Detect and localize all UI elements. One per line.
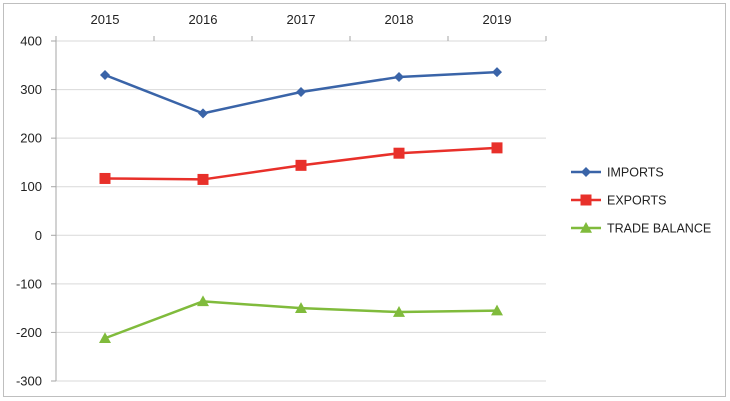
legend-label-exports: EXPORTS (607, 194, 667, 208)
gridlines (56, 40, 546, 382)
y-tick-label: -100 (16, 276, 42, 291)
data-point-exports-2018 (393, 147, 405, 159)
data-point-trade-balance-2016 (197, 295, 209, 307)
data-point-exports-2019 (491, 142, 503, 154)
x-tick-label-2015: 2015 (91, 12, 120, 27)
legend-marker-imports (581, 167, 591, 177)
legend: IMPORTS EXPORTS TRADE BALANCE (571, 166, 711, 236)
y-tick-label: 0 (35, 228, 42, 243)
y-tick-label: 100 (20, 179, 42, 194)
data-point-imports-2019 (492, 67, 502, 78)
data-point-imports-2016 (198, 108, 208, 119)
x-tick-label-2018: 2018 (385, 12, 414, 27)
data-point-trade-balance-2019 (491, 304, 503, 316)
data-point-imports-2018 (394, 71, 404, 82)
legend-marker-exports (580, 194, 592, 206)
y-tick-label: 400 (20, 34, 42, 49)
data-point-imports-2015 (100, 70, 110, 80)
y-tick-label: -200 (16, 325, 42, 340)
y-tick-label: 200 (20, 131, 42, 146)
data-point-trade-balance-2015 (99, 332, 111, 344)
data-point-trade-balance-2018 (393, 306, 405, 317)
data-point-exports-2015 (99, 172, 111, 184)
series-group (99, 67, 503, 344)
data-point-trade-balance-2017 (295, 302, 307, 313)
legend-label-trade-balance: TRADE BALANCE (607, 222, 711, 236)
data-point-exports-2016 (197, 173, 209, 185)
y-tick-label: -300 (16, 374, 42, 389)
x-tick-label-2016: 2016 (189, 12, 218, 27)
legend-marker-trade-balance (580, 222, 592, 233)
x-tick-label-2019: 2019 (483, 12, 512, 27)
data-point-imports-2017 (296, 87, 306, 97)
legend-label-imports: IMPORTS (607, 166, 664, 180)
axes: 400 300 200 100 0 -100 -200 -300 2015 2016 2017 201… (16, 12, 547, 389)
y-tick-label: 300 (20, 82, 42, 97)
data-point-exports-2017 (295, 159, 307, 171)
x-tick-label-2017: 2017 (287, 12, 316, 27)
